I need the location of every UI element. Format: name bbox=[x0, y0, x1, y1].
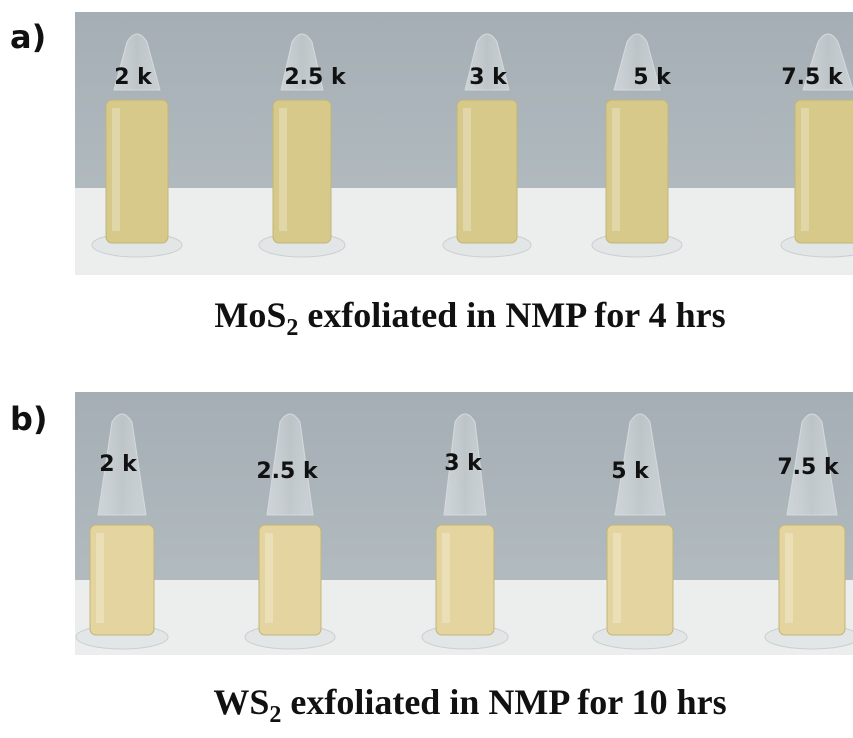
panel-label: a) bbox=[10, 18, 46, 56]
tube-label: 3 k bbox=[444, 451, 483, 476]
panel-label: b) bbox=[10, 400, 48, 438]
tube-label: 2.5 k bbox=[284, 65, 347, 90]
panel: a) 2 k 2.5 k 3 k 5 k 7.5 k MoS2 exfoliated in … bbox=[10, 12, 853, 341]
caption: MoS2 exfoliated in NMP for 4 hrs bbox=[214, 295, 725, 341]
panel: b) 2 k 2.5 k 3 k 5 k 7.5 k WS2 exfoliated in N… bbox=[10, 392, 853, 728]
tube-shine bbox=[463, 108, 471, 231]
tube-label: 3 k bbox=[469, 65, 508, 90]
caption-compound: WS bbox=[213, 682, 269, 722]
tube-label: 7.5 k bbox=[777, 455, 840, 480]
caption-compound: MoS bbox=[214, 295, 286, 335]
tube-label: 2 k bbox=[99, 452, 138, 477]
caption-subscript: 2 bbox=[286, 315, 298, 341]
tube-shine bbox=[613, 533, 621, 623]
photo bbox=[75, 12, 853, 275]
tube-label: 5 k bbox=[633, 65, 672, 90]
caption-rest: exfoliated in NMP for 10 hrs bbox=[281, 682, 726, 722]
tube-shine bbox=[801, 108, 809, 231]
tube-shine bbox=[442, 533, 450, 623]
tube-label: 5 k bbox=[611, 459, 650, 484]
tube-label: 2.5 k bbox=[256, 459, 319, 484]
caption: WS2 exfoliated in NMP for 10 hrs bbox=[213, 682, 726, 728]
tube-shine bbox=[112, 108, 120, 231]
caption-rest: exfoliated in NMP for 4 hrs bbox=[298, 295, 725, 335]
tube-label: 2 k bbox=[114, 65, 153, 90]
tube-shine bbox=[785, 533, 793, 623]
tube-shine bbox=[265, 533, 273, 623]
tube-shine bbox=[612, 108, 620, 231]
tube-label: 7.5 k bbox=[781, 65, 844, 90]
tube-shine bbox=[279, 108, 287, 231]
tube-shine bbox=[96, 533, 104, 623]
photo bbox=[75, 392, 853, 655]
figure: a)2 k2.5 k3 k5 k7.5 kMoS2 exfoliated in … bbox=[0, 0, 853, 738]
caption-subscript: 2 bbox=[269, 702, 281, 728]
